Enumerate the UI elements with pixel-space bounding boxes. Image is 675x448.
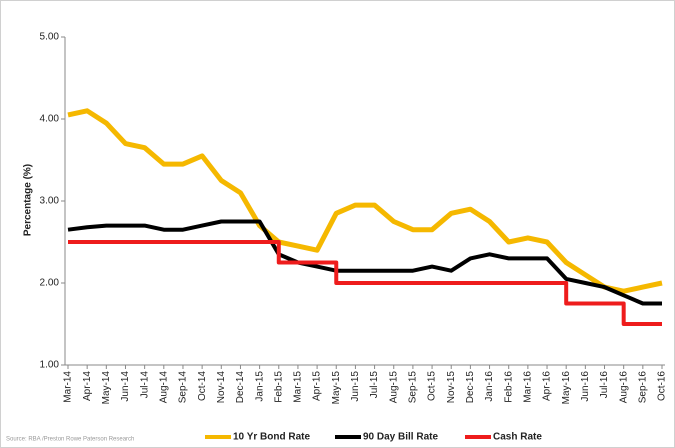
- x-tick-label: Jul-16: [599, 371, 610, 399]
- x-tick-label: Feb-15: [273, 371, 284, 403]
- y-tick-label: 4.00: [40, 114, 60, 125]
- x-tick-label: Apr-15: [312, 371, 323, 401]
- x-tick-label: Jan-16: [484, 371, 495, 402]
- x-tick-label: Jun-15: [350, 371, 361, 402]
- x-tick-label: Jun-16: [580, 371, 591, 402]
- x-tick-label: Dec-15: [465, 371, 476, 404]
- source-note: Source: RBA /Preston Rowe Paterson Resea…: [6, 437, 134, 443]
- x-tick-label: Jun-14: [120, 371, 131, 402]
- x-tick-label: May-16: [561, 371, 572, 405]
- x-tick-label: Apr-14: [82, 371, 93, 401]
- legend-label: 10 Yr Bond Rate: [233, 432, 310, 443]
- x-tick-label: Dec-14: [235, 371, 246, 404]
- x-tick-label: Apr-16: [542, 371, 553, 401]
- x-tick-label: Nov-15: [446, 371, 457, 404]
- y-tick-label: 3.00: [40, 196, 60, 207]
- y-axis-label: Percentage (%): [23, 164, 34, 236]
- x-tick-label: May-15: [331, 371, 342, 405]
- x-tick-label: Oct-15: [427, 371, 438, 401]
- series-line: [67, 219, 662, 306]
- x-tick-label: Jul-14: [139, 371, 150, 399]
- y-tick-label: 1.00: [40, 360, 60, 371]
- y-tick-label: 5.00: [40, 32, 60, 43]
- x-tick-label: Aug-15: [388, 371, 399, 404]
- x-tick-label: Mar-15: [293, 371, 304, 403]
- x-tick-label: Aug-16: [618, 371, 629, 404]
- x-tick-label: May-14: [101, 371, 112, 405]
- x-tick-label: Aug-14: [158, 371, 169, 404]
- x-tick-label: Sep-16: [637, 371, 648, 404]
- y-tick-label: 2.00: [40, 278, 60, 289]
- legend-label: 90 Day Bill Rate: [363, 432, 438, 443]
- x-tick-label: Sep-15: [408, 371, 419, 404]
- x-tick-label: Oct-16: [657, 371, 668, 401]
- x-tick-label: Sep-14: [178, 371, 189, 404]
- x-tick-label: Jul-15: [369, 371, 380, 399]
- x-tick-label: Feb-16: [503, 371, 514, 403]
- x-tick-label: Nov-14: [216, 371, 227, 404]
- x-tick-label: Jan-15: [254, 371, 265, 402]
- x-tick-label: Mar-16: [523, 371, 534, 403]
- series-line: [67, 108, 663, 294]
- x-tick-label: Oct-14: [197, 371, 208, 401]
- series-line: [68, 240, 662, 326]
- x-tick-label: Mar-14: [63, 371, 74, 403]
- legend-label: Cash Rate: [493, 432, 542, 443]
